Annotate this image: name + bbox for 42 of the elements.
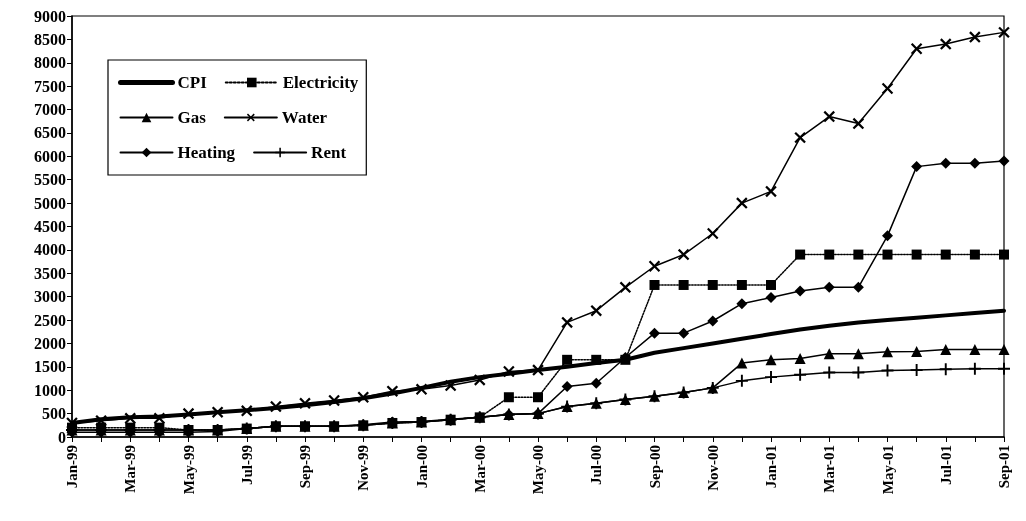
legend-label: Rent xyxy=(311,143,347,162)
x-tick-label: Jan-99 xyxy=(64,445,80,489)
y-tick-label: 5000 xyxy=(34,194,66,212)
y-tick-label: 6500 xyxy=(34,124,66,142)
x-tick-label: Jul-99 xyxy=(238,445,255,486)
legend-label: CPI xyxy=(177,73,208,92)
x-tick-label: May-01 xyxy=(879,445,896,495)
x-tick-label: Mar-01 xyxy=(821,445,838,493)
x-tick-label: Sep-01 xyxy=(996,445,1012,489)
x-tick-label: Jul-01 xyxy=(937,445,954,486)
x-tick-label: Jan-00 xyxy=(413,445,430,489)
x-tick-label: Mar-00 xyxy=(471,445,488,493)
y-tick-label: 1000 xyxy=(34,381,66,399)
x-tick-label: Jan-01 xyxy=(763,445,779,489)
legend-label: Electricity xyxy=(282,73,359,92)
y-tick-label: 4500 xyxy=(34,218,66,235)
x-tick-label: Sep-99 xyxy=(297,445,313,489)
y-tick-label: 8500 xyxy=(34,30,66,48)
y-tick-label: 0 xyxy=(58,428,66,446)
x-tick-label: May-99 xyxy=(180,445,197,495)
y-tick-label: 7500 xyxy=(34,77,66,95)
x-tick-label: Nov-99 xyxy=(355,445,372,491)
y-tick-label: 9000 xyxy=(34,7,66,25)
legend-label: Gas xyxy=(177,108,207,127)
y-tick-label: 4000 xyxy=(34,241,66,259)
y-tick-label: 2500 xyxy=(34,311,66,329)
legend-label: Water xyxy=(281,108,328,127)
x-tick-label: Sep-00 xyxy=(646,445,663,489)
legend-label: Heating xyxy=(177,143,236,162)
y-tick-label: 500 xyxy=(42,405,66,423)
x-tick-label: Nov-00 xyxy=(704,445,721,491)
y-tick-label: 7000 xyxy=(34,101,66,119)
y-tick-label: 6000 xyxy=(34,147,66,165)
y-tick-label: 3500 xyxy=(34,264,66,282)
y-tick-label: 1500 xyxy=(34,358,66,376)
x-tick-label: Mar-99 xyxy=(122,445,139,493)
y-tick-label: 5500 xyxy=(34,171,66,189)
y-tick-label: 8000 xyxy=(34,54,66,72)
y-tick-label: 2000 xyxy=(34,334,66,352)
x-tick-label: May-00 xyxy=(530,445,546,495)
y-tick-label: 3000 xyxy=(34,288,66,306)
x-tick-label: Jul-00 xyxy=(588,445,605,486)
